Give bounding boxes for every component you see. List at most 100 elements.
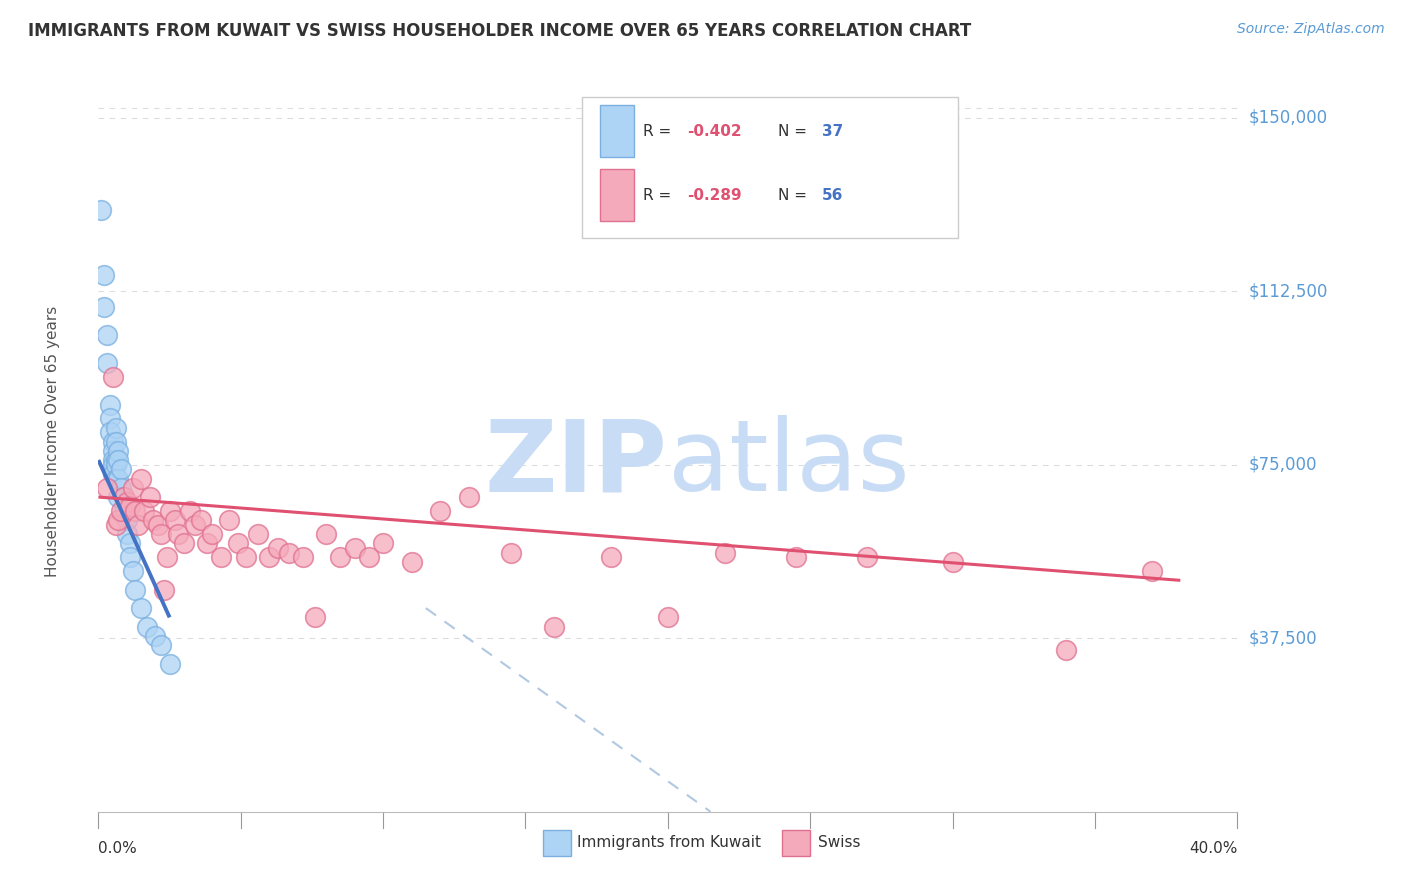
Point xyxy=(124,504,146,518)
Point xyxy=(457,490,479,504)
Point xyxy=(101,434,124,449)
Text: 56: 56 xyxy=(821,187,844,202)
Point xyxy=(101,453,124,467)
Point xyxy=(401,555,423,569)
Point xyxy=(104,458,127,472)
Text: Householder Income Over 65 years: Householder Income Over 65 years xyxy=(45,306,60,577)
Point xyxy=(785,550,807,565)
Point xyxy=(112,490,135,504)
Point xyxy=(107,490,129,504)
Point xyxy=(218,513,240,527)
Point xyxy=(112,490,135,504)
Point xyxy=(98,411,121,425)
Point xyxy=(96,328,118,343)
Point xyxy=(129,471,152,485)
Point xyxy=(118,550,141,565)
Text: IMMIGRANTS FROM KUWAIT VS SWISS HOUSEHOLDER INCOME OVER 65 YEARS CORRELATION CHA: IMMIGRANTS FROM KUWAIT VS SWISS HOUSEHOL… xyxy=(28,22,972,40)
Point xyxy=(145,629,167,643)
Point xyxy=(118,500,141,514)
Point xyxy=(150,527,173,541)
Point xyxy=(110,462,132,476)
Point xyxy=(141,513,163,527)
Bar xyxy=(599,169,634,221)
Point xyxy=(373,536,395,550)
Point xyxy=(93,268,115,282)
Text: 40.0%: 40.0% xyxy=(1189,841,1237,856)
Point xyxy=(98,398,121,412)
Point xyxy=(246,527,269,541)
Text: Swiss: Swiss xyxy=(818,835,860,850)
Point xyxy=(127,517,149,532)
Point xyxy=(118,536,141,550)
Text: atlas: atlas xyxy=(668,416,910,512)
Point xyxy=(304,610,326,624)
Text: $150,000: $150,000 xyxy=(1249,109,1327,127)
Point xyxy=(195,536,218,550)
Point xyxy=(159,657,181,671)
Point xyxy=(104,420,127,434)
Point xyxy=(104,517,127,532)
Point xyxy=(115,494,138,508)
Point xyxy=(714,545,737,560)
Point xyxy=(173,536,195,550)
Bar xyxy=(543,830,571,856)
Text: R =: R = xyxy=(643,123,676,138)
Point xyxy=(93,301,115,315)
Text: $75,000: $75,000 xyxy=(1249,456,1317,474)
Point xyxy=(107,443,129,458)
Point xyxy=(138,490,160,504)
Point xyxy=(153,582,176,597)
FancyBboxPatch shape xyxy=(582,97,959,238)
Point xyxy=(856,550,879,565)
Bar xyxy=(782,830,810,856)
Point xyxy=(179,504,201,518)
Point xyxy=(121,481,143,495)
Text: -0.289: -0.289 xyxy=(688,187,742,202)
Point xyxy=(110,481,132,495)
Text: N =: N = xyxy=(779,187,813,202)
Point xyxy=(112,504,135,518)
Point xyxy=(1140,564,1163,578)
Point xyxy=(343,541,366,555)
Point xyxy=(201,527,224,541)
Text: Immigrants from Kuwait: Immigrants from Kuwait xyxy=(576,835,761,850)
Point xyxy=(278,545,301,560)
Point xyxy=(135,619,157,633)
Point xyxy=(267,541,290,555)
Point xyxy=(101,443,124,458)
Point xyxy=(184,517,207,532)
Text: 37: 37 xyxy=(821,123,842,138)
Point xyxy=(357,550,380,565)
Text: N =: N = xyxy=(779,123,813,138)
Point xyxy=(148,517,170,532)
Point xyxy=(1056,642,1078,657)
Point xyxy=(96,356,118,370)
Point xyxy=(101,369,124,384)
Point xyxy=(942,555,965,569)
Point xyxy=(115,527,138,541)
Text: R =: R = xyxy=(643,187,676,202)
Point xyxy=(226,536,249,550)
Point xyxy=(104,434,127,449)
Point xyxy=(124,582,146,597)
Text: $37,500: $37,500 xyxy=(1249,629,1317,648)
Point xyxy=(600,550,623,565)
Text: ZIP: ZIP xyxy=(485,416,668,512)
Point xyxy=(501,545,523,560)
Point xyxy=(104,453,127,467)
Point xyxy=(429,504,451,518)
Point xyxy=(107,453,129,467)
Point xyxy=(101,458,124,472)
Text: 0.0%: 0.0% xyxy=(98,841,138,856)
Point xyxy=(107,471,129,485)
Point xyxy=(90,203,112,218)
Point xyxy=(150,638,173,652)
Point xyxy=(104,471,127,485)
Point xyxy=(107,513,129,527)
Point xyxy=(98,425,121,440)
Point xyxy=(259,550,281,565)
Point xyxy=(159,504,181,518)
Point xyxy=(190,513,212,527)
Point xyxy=(329,550,352,565)
Point xyxy=(156,550,179,565)
